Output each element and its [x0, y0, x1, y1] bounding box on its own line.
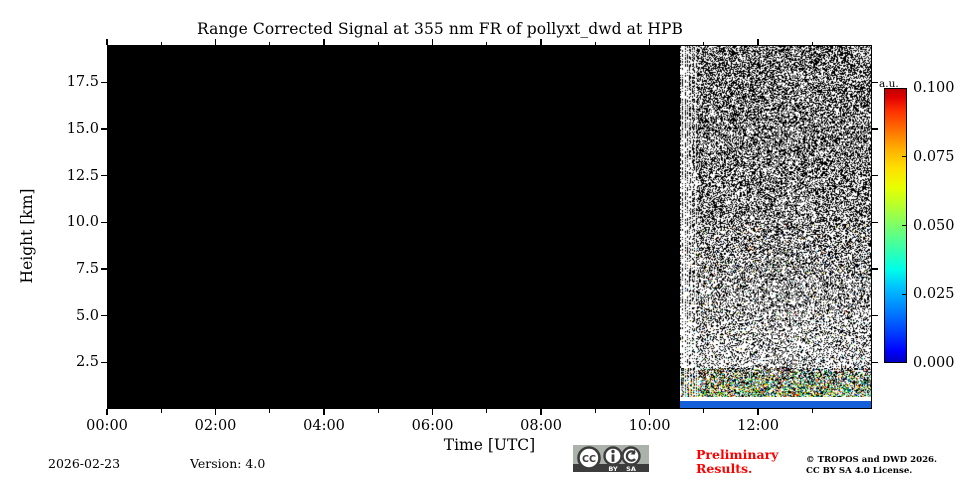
x-tick-label: 06:00 [411, 418, 454, 434]
y-axis-label: Height [km] [18, 188, 36, 284]
x-tick-major [323, 409, 325, 415]
x-tick-minor-bottom [811, 409, 813, 413]
x-tick-major [106, 409, 108, 415]
x-tick-label: 10:00 [628, 418, 671, 434]
preliminary-line-1: Preliminary [696, 447, 779, 462]
credit-line-1: © TROPOS and DWD 2026. [806, 455, 938, 465]
y-tick-major-right [872, 221, 878, 224]
x-tick-minor-bottom [269, 409, 271, 413]
y-tick-major-right [872, 314, 878, 317]
colorbar-tick-label: 0.000 [913, 355, 955, 371]
region-noise-speckle [680, 46, 871, 369]
y-tick-label: 2.5 [75, 354, 99, 371]
y-tick-major-right [872, 81, 878, 84]
y-tick-major [101, 174, 107, 177]
x-tick-label: 04:00 [303, 418, 345, 434]
x-tick-label: 08:00 [520, 418, 562, 434]
x-tick-minor-bottom [486, 409, 488, 413]
region-low-altitude-signal [680, 368, 871, 398]
x-tick-major [431, 409, 434, 415]
preliminary-line-2: Results. [696, 460, 753, 476]
badge-by-label: BY [608, 465, 618, 472]
x-axis-label: Time [UTC] [443, 436, 536, 454]
x-tick-minor-top [160, 41, 162, 45]
badge-sa-label: SA [626, 465, 636, 472]
colorbar-tick [902, 224, 907, 227]
x-tick-major-top [648, 39, 651, 45]
y-tick-major-right [872, 268, 878, 270]
x-tick-minor-top [377, 41, 379, 45]
copyright-credit: © TROPOS and DWD 2026. CC BY SA 4.0 Lice… [806, 455, 937, 476]
y-tick-major [101, 221, 107, 224]
low-signal-canvas [680, 368, 871, 398]
footer-date: 2026-02-23 [48, 456, 121, 471]
y-tick-label: 10.0 [66, 214, 99, 231]
red-dash-canvas [680, 408, 871, 409]
y-tick-major [101, 128, 107, 130]
y-tick-major [101, 268, 107, 270]
colorbar-tick [902, 156, 907, 158]
credit-line-2: CC BY SA 4.0 License. [806, 465, 913, 476]
preliminary-results-note: Preliminary Results. [696, 448, 778, 475]
colorbar-tick-label: 0.100 [913, 80, 955, 96]
svg-text:CC: CC [582, 454, 596, 465]
colorbar-tick [902, 293, 907, 295]
cc-badge-svg: CC BY SA [573, 445, 649, 473]
y-tick-label: 17.5 [66, 74, 99, 91]
y-tick-major-right [872, 361, 878, 364]
x-tick-minor-top [703, 41, 705, 45]
y-tick-major [101, 314, 107, 317]
x-tick-label: 02:00 [194, 418, 237, 434]
colorbar-tick-label: 0.025 [913, 286, 955, 303]
x-tick-major-top [106, 39, 108, 45]
y-tick-major-right [872, 128, 878, 130]
x-tick-minor-bottom [377, 409, 379, 413]
plot-area [107, 45, 872, 409]
x-tick-major [540, 409, 542, 415]
x-tick-minor-bottom [703, 409, 705, 413]
x-tick-minor-bottom [594, 409, 596, 413]
colorbar-tick-label: 0.075 [913, 148, 955, 165]
x-tick-major-top [323, 39, 325, 45]
x-tick-minor-top [811, 41, 813, 45]
colorbar-unit-label: a.u. [879, 78, 899, 90]
y-tick-major-right [872, 174, 878, 177]
noise-speckle-canvas [680, 46, 871, 369]
x-tick-major-top [431, 39, 434, 45]
y-tick-label: 12.5 [66, 167, 99, 184]
x-tick-label: 00:00 [86, 418, 128, 434]
page-title: Range Corrected Signal at 355 nm FR of p… [197, 20, 683, 38]
region-no-data-dark [108, 46, 681, 408]
y-tick-label: 5.0 [75, 307, 99, 324]
x-tick-minor-top [269, 41, 271, 45]
x-tick-major [648, 409, 651, 415]
x-tick-minor-top [486, 41, 488, 45]
x-tick-major-top [757, 39, 759, 45]
y-tick-label: 15.0 [66, 121, 99, 137]
cc-by-sa-badge-icon[interactable]: CC BY SA [573, 445, 649, 473]
y-tick-major [101, 361, 107, 364]
x-tick-major-top [540, 39, 542, 45]
x-tick-major [757, 409, 759, 415]
region-surface-baseline [680, 401, 871, 408]
x-tick-major-top [214, 39, 217, 45]
x-tick-minor-bottom [160, 409, 162, 413]
y-tick-major [101, 81, 107, 84]
y-tick-label: 7.5 [75, 261, 99, 277]
colorbar-tick-label: 0.050 [913, 217, 955, 234]
footer-version: Version: 4.0 [190, 456, 266, 471]
x-tick-minor-top [594, 41, 596, 45]
x-tick-label: 12:00 [737, 418, 779, 434]
x-tick-major [214, 409, 217, 415]
